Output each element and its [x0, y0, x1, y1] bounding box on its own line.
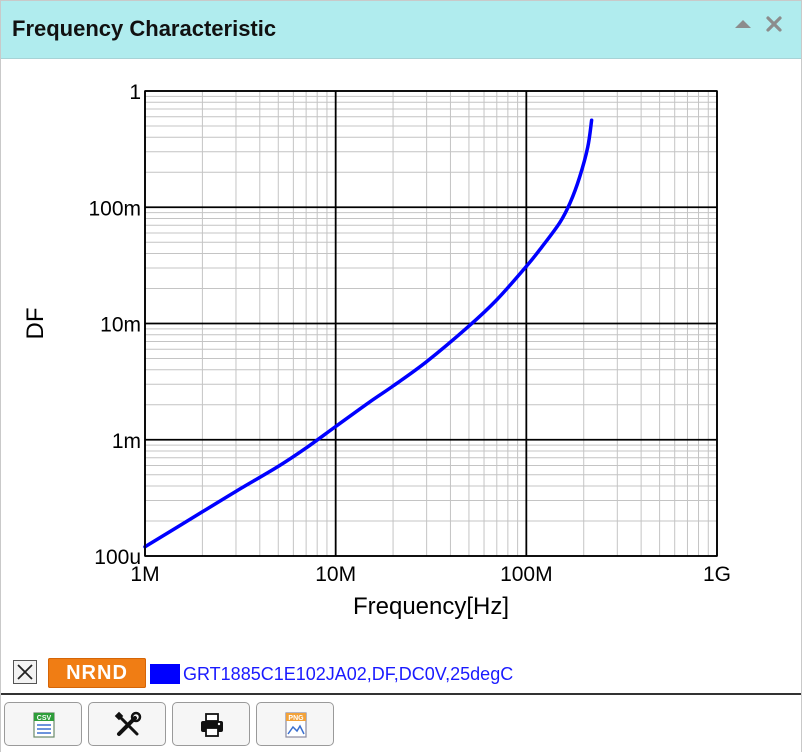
close-button[interactable]: [763, 13, 785, 35]
svg-text:PNG: PNG: [288, 715, 304, 722]
csv-export-icon: CSV: [33, 712, 55, 738]
title-bar: Frequency Characteristic: [1, 1, 801, 59]
svg-text:CSV: CSV: [37, 715, 52, 722]
png-export-button[interactable]: PNG: [256, 702, 334, 746]
settings-button[interactable]: [88, 702, 166, 746]
chart-area: 1M 10M 100M 1G 1 100m 10m 1m 100u Frequency[Hz]…: [1, 59, 801, 649]
x-tick-label: 100M: [500, 563, 553, 586]
series-color-swatch: [150, 664, 180, 684]
window-title: Frequency Characteristic: [12, 16, 277, 41]
y-tick-label: 100m: [88, 197, 141, 220]
x-tick-label: 1M: [130, 563, 159, 586]
caret-up-icon: [735, 20, 751, 28]
close-icon: [766, 16, 782, 32]
series-legend-label[interactable]: GRT1885C1E102JA02,DF,DC0V,25degC: [183, 664, 514, 684]
x-axis-label: Frequency[Hz]: [353, 593, 509, 620]
settings-tools-icon: [114, 711, 142, 736]
df-frequency-chart: 1M 10M 100M 1G 1 100m 10m 1m 100u Frequency[Hz]…: [22, 81, 731, 620]
collapse-button[interactable]: [732, 13, 754, 35]
y-tick-label: 1m: [112, 430, 141, 453]
legend-row: NRND GRT1885C1E102JA02,DF,DC0V,25degC: [1, 656, 801, 692]
y-tick-label: 10m: [100, 314, 141, 337]
print-button[interactable]: [172, 702, 250, 746]
bottom-toolbar: CSV: [1, 693, 801, 753]
y-axis-label: DF: [22, 308, 49, 340]
csv-export-button[interactable]: CSV: [4, 702, 82, 746]
close-icon: [17, 664, 33, 680]
x-tick-label: 10M: [315, 563, 356, 586]
y-tick-label: 100u: [94, 546, 141, 569]
series-line: [143, 118, 594, 549]
print-icon: [201, 713, 223, 737]
nrnd-status-badge: NRND: [48, 658, 146, 688]
x-tick-label: 1G: [703, 563, 731, 586]
png-export-icon: PNG: [285, 712, 307, 738]
remove-series-button[interactable]: [13, 660, 37, 684]
y-tick-label: 1: [129, 81, 141, 104]
